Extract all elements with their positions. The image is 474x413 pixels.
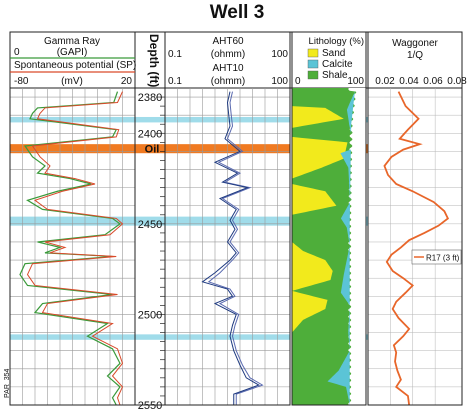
waggoner-curve [383, 91, 450, 406]
band-gap-0 [366, 116, 368, 123]
depth-tick-label: 2550 [138, 400, 162, 412]
sp-curve [26, 91, 124, 406]
track-3-border [291, 31, 367, 406]
depth-column-border [134, 31, 166, 406]
oil-band-label: Oil [145, 144, 160, 156]
aht10-header: AHT10 [212, 63, 244, 74]
waggoner-tick-label: 0.02 [375, 76, 395, 87]
band-calcite-3 [10, 334, 290, 340]
lithology-legend-sand: Sand [322, 48, 345, 59]
aht60-header: AHT60 [212, 36, 244, 47]
lithology-legend-shale: Shale [322, 70, 348, 81]
waggoner-tick-label: 0.06 [423, 76, 443, 87]
lithology-legend-swatch-shale [307, 70, 319, 80]
waggoner-header: Waggoner [392, 38, 438, 49]
sp-unit: (mV) [61, 76, 83, 87]
aht10-unit: (ohmm) [211, 76, 245, 87]
band-calcite-2 [10, 216, 290, 226]
depth-tick-label: 2500 [138, 309, 162, 321]
aht10-curve [207, 91, 264, 405]
gamma-ray-unit: (GAPI) [57, 47, 88, 58]
lithology-legend-swatch-calcite [307, 59, 319, 69]
aht60-unit: (ohmm) [211, 49, 245, 60]
depth-axis-label: Depth (ft) [147, 34, 161, 87]
sp-scale-max: 20 [121, 76, 133, 87]
band-gap-1 [366, 144, 368, 154]
chart-title: Well 3 [209, 2, 265, 23]
band-oil-1 [10, 144, 290, 154]
watermark-label: PAR_354 [4, 368, 11, 398]
sp-header: Spontaneous potential (SP) [14, 60, 136, 71]
waggoner-legend-label: R17 (3 ft) [426, 254, 460, 263]
aht60-scale-max: 100 [271, 49, 288, 60]
depth-tick-label: 2450 [138, 219, 162, 231]
lithology-legend-calcite: Calcite [322, 59, 353, 70]
band-gap-2 [366, 216, 368, 226]
depth-tick-label: 2400 [138, 128, 162, 140]
aht10-scale-max: 100 [271, 76, 288, 87]
aht60-scale-min: 0.1 [168, 49, 182, 60]
lithology-scale-max: 100 [347, 76, 364, 87]
waggoner-unit: 1/Q [407, 50, 423, 61]
band-calcite-0 [10, 116, 290, 123]
lithology-remainder-fill [348, 88, 366, 405]
waggoner-tick-label: 0.08 [447, 76, 467, 87]
waggoner-tick-label: 0.04 [399, 76, 419, 87]
lithology-header: Lithology (%) [309, 36, 364, 47]
aht60-curve [201, 91, 260, 405]
lithology-legend-swatch-sand [307, 48, 319, 58]
sp-scale-min: -80 [14, 76, 29, 87]
lithology-sand-fill [292, 88, 348, 405]
aht10-scale-min: 0.1 [168, 76, 182, 87]
lithology-scale-min: 0 [295, 76, 301, 87]
track-4-border [367, 31, 463, 406]
band-gap-3 [366, 334, 368, 340]
waggoner-legend-box [411, 249, 462, 265]
gamma-ray-header: Gamma Ray [44, 36, 100, 47]
gamma-ray-scale-min: 0 [14, 47, 20, 58]
depth-tick-label: 2380 [138, 92, 162, 104]
